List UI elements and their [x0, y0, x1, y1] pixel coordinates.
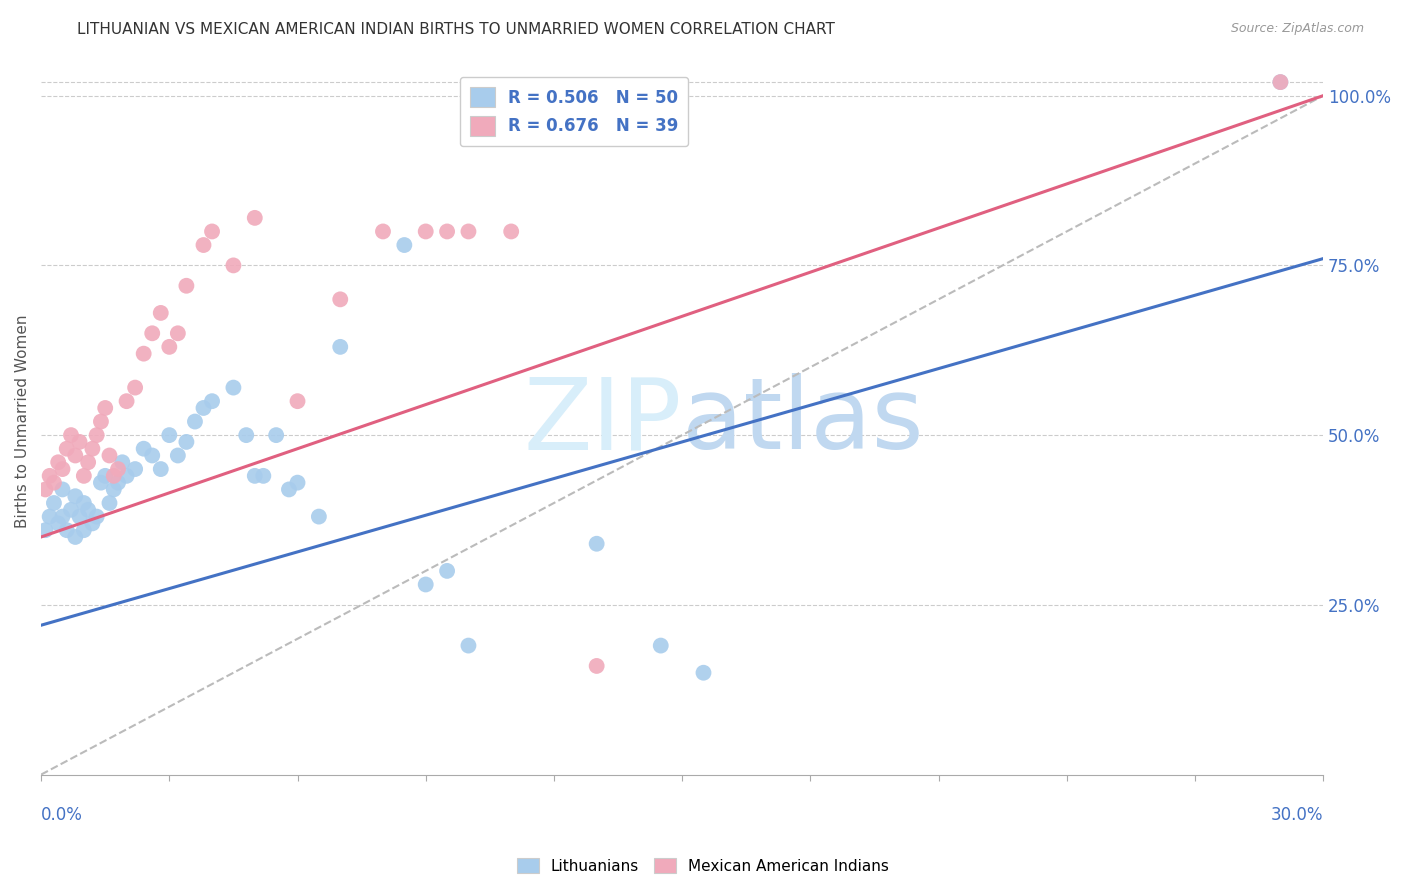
Point — [46, 516, 69, 531]
Text: atlas: atlas — [682, 373, 924, 470]
Point — [141, 326, 163, 341]
Point — [132, 346, 155, 360]
Point — [90, 475, 112, 490]
Point — [222, 259, 245, 273]
Point — [107, 462, 129, 476]
Legend: Lithuanians, Mexican American Indians: Lithuanians, Mexican American Indians — [510, 852, 896, 880]
Point — [38, 509, 60, 524]
Text: LITHUANIAN VS MEXICAN AMERICAN INDIAN BIRTHS TO UNMARRIED WOMEN CORRELATION CHAR: LITHUANIAN VS MEXICAN AMERICAN INDIAN BI… — [77, 22, 835, 37]
Point — [42, 496, 65, 510]
Point — [51, 462, 73, 476]
Point — [329, 293, 352, 307]
Point — [157, 428, 180, 442]
Point — [90, 415, 112, 429]
Point — [149, 306, 172, 320]
Point — [65, 530, 87, 544]
Point — [585, 537, 607, 551]
Y-axis label: Births to Unmarried Women: Births to Unmarried Women — [15, 315, 30, 528]
Point — [115, 468, 138, 483]
Point — [193, 401, 215, 415]
Point — [415, 577, 437, 591]
Point — [82, 442, 104, 456]
Point — [243, 468, 266, 483]
Point — [77, 455, 100, 469]
Point — [501, 224, 523, 238]
Text: 30.0%: 30.0% — [1271, 806, 1323, 824]
Point — [73, 496, 96, 510]
Point — [73, 523, 96, 537]
Point — [82, 516, 104, 531]
Point — [176, 278, 198, 293]
Text: ZIP: ZIP — [524, 373, 682, 470]
Point — [585, 659, 607, 673]
Point — [176, 434, 198, 449]
Point — [107, 475, 129, 490]
Point — [149, 462, 172, 476]
Point — [94, 468, 117, 483]
Point — [94, 401, 117, 415]
Text: Source: ZipAtlas.com: Source: ZipAtlas.com — [1230, 22, 1364, 36]
Point — [60, 503, 83, 517]
Point — [201, 394, 224, 409]
Point — [42, 475, 65, 490]
Point — [69, 509, 91, 524]
Point — [73, 468, 96, 483]
Point — [103, 468, 125, 483]
Point — [308, 509, 330, 524]
Point — [124, 462, 146, 476]
Point — [124, 381, 146, 395]
Point — [115, 394, 138, 409]
Point — [252, 468, 274, 483]
Point — [457, 224, 479, 238]
Point — [55, 442, 77, 456]
Point — [38, 468, 60, 483]
Point — [111, 455, 134, 469]
Point — [201, 224, 224, 238]
Point — [278, 483, 301, 497]
Point — [69, 434, 91, 449]
Point — [287, 475, 309, 490]
Point — [243, 211, 266, 225]
Point — [692, 665, 714, 680]
Point — [167, 326, 190, 341]
Point — [157, 340, 180, 354]
Point — [184, 415, 207, 429]
Point — [51, 509, 73, 524]
Point — [65, 449, 87, 463]
Point — [77, 503, 100, 517]
Point — [34, 483, 56, 497]
Point — [34, 523, 56, 537]
Point — [132, 442, 155, 456]
Point — [103, 483, 125, 497]
Point — [436, 224, 458, 238]
Point — [51, 483, 73, 497]
Point — [264, 428, 287, 442]
Point — [650, 639, 672, 653]
Legend: R = 0.506   N = 50, R = 0.676   N = 39: R = 0.506 N = 50, R = 0.676 N = 39 — [460, 77, 689, 146]
Point — [329, 340, 352, 354]
Point — [1270, 75, 1292, 89]
Point — [457, 639, 479, 653]
Point — [193, 238, 215, 252]
Point — [86, 428, 108, 442]
Point — [98, 449, 121, 463]
Point — [1270, 75, 1292, 89]
Point — [222, 381, 245, 395]
Text: 0.0%: 0.0% — [41, 806, 83, 824]
Point — [394, 238, 416, 252]
Point — [436, 564, 458, 578]
Point — [167, 449, 190, 463]
Point — [55, 523, 77, 537]
Point — [46, 455, 69, 469]
Point — [141, 449, 163, 463]
Point — [287, 394, 309, 409]
Point — [415, 224, 437, 238]
Point — [371, 224, 394, 238]
Point — [86, 509, 108, 524]
Point — [235, 428, 257, 442]
Point — [98, 496, 121, 510]
Point — [60, 428, 83, 442]
Point — [65, 489, 87, 503]
